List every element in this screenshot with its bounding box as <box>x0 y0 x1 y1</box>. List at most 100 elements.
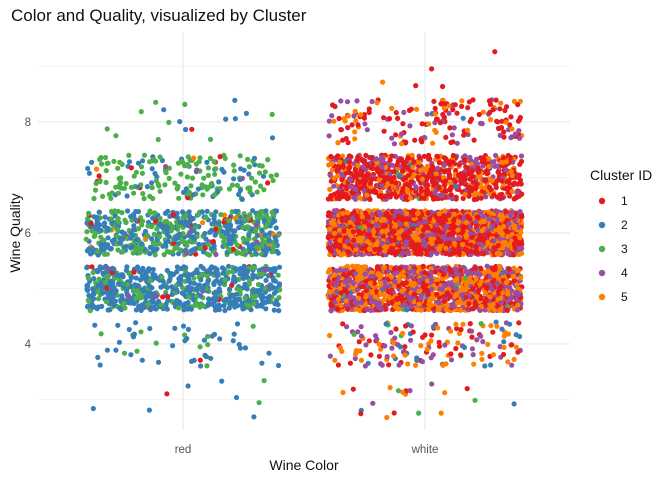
data-point-cluster-2 <box>211 290 217 296</box>
data-point-cluster-2 <box>239 300 245 306</box>
data-point-cluster-2 <box>202 230 208 237</box>
data-point-cluster-3 <box>204 363 210 369</box>
data-point-cluster-3 <box>255 281 262 288</box>
data-point-cluster-5 <box>498 100 504 106</box>
data-point-cluster-2 <box>91 276 97 282</box>
data-point-cluster-3 <box>245 236 251 242</box>
data-point-cluster-2 <box>276 264 283 270</box>
data-point-cluster-5 <box>433 171 439 177</box>
data-point-cluster-5 <box>433 129 439 135</box>
data-point-cluster-1 <box>402 344 408 350</box>
data-point-cluster-3 <box>157 154 163 160</box>
data-point-cluster-1 <box>518 158 525 165</box>
data-point-cluster-2 <box>501 339 507 345</box>
data-point-cluster-2 <box>98 280 104 286</box>
data-point-cluster-1 <box>340 321 346 327</box>
data-point-cluster-5 <box>339 348 345 354</box>
data-point-cluster-2 <box>243 110 249 116</box>
data-point-cluster-3 <box>135 226 141 232</box>
data-point-cluster-2 <box>263 306 269 312</box>
data-point-cluster-2 <box>135 209 142 215</box>
data-point-cluster-2 <box>231 331 237 337</box>
data-point-cluster-4 <box>518 153 525 159</box>
data-point-cluster-3 <box>162 182 168 188</box>
data-point-cluster-2 <box>253 251 259 257</box>
data-point-cluster-2 <box>276 308 282 314</box>
data-point-cluster-2 <box>251 414 257 420</box>
data-point-cluster-1 <box>505 152 511 159</box>
data-point-cluster-3 <box>92 187 99 193</box>
data-point-cluster-1 <box>470 97 476 103</box>
data-point-cluster-2 <box>149 166 155 172</box>
data-point-cluster-1 <box>441 114 447 120</box>
data-point-cluster-2 <box>244 286 250 292</box>
data-point-cluster-4 <box>344 324 350 330</box>
data-point-cluster-1 <box>463 246 469 252</box>
data-point-cluster-4 <box>364 127 370 133</box>
data-point-cluster-3 <box>155 181 161 187</box>
data-point-cluster-1 <box>412 137 418 143</box>
data-point-cluster-2 <box>142 246 148 252</box>
data-point-cluster-2 <box>241 167 247 173</box>
data-point-cluster-2 <box>229 292 236 298</box>
data-point-cluster-2 <box>226 263 232 269</box>
data-point-cluster-3 <box>96 276 102 282</box>
data-point-cluster-3 <box>175 183 181 190</box>
data-point-cluster-1 <box>391 410 397 416</box>
data-point-cluster-5 <box>200 220 206 226</box>
data-point-cluster-3 <box>112 275 118 281</box>
data-point-cluster-5 <box>443 361 449 367</box>
data-point-cluster-1 <box>325 213 331 219</box>
data-point-cluster-2 <box>139 357 145 363</box>
data-point-cluster-1 <box>96 173 102 179</box>
data-point-cluster-4 <box>408 337 414 343</box>
data-point-cluster-1 <box>472 300 478 306</box>
data-point-cluster-3 <box>271 212 277 218</box>
data-point-cluster-1 <box>366 338 372 344</box>
data-point-cluster-3 <box>259 163 265 169</box>
data-point-cluster-2 <box>237 176 243 183</box>
data-point-cluster-2 <box>209 227 215 233</box>
data-point-cluster-4 <box>478 120 484 126</box>
data-point-cluster-2 <box>397 344 403 350</box>
data-point-cluster-2 <box>157 221 163 227</box>
data-point-cluster-2 <box>215 189 221 195</box>
data-point-cluster-2 <box>86 292 92 299</box>
data-point-cluster-1 <box>501 134 507 140</box>
data-point-cluster-3 <box>275 272 281 278</box>
data-point-cluster-4 <box>368 307 374 313</box>
data-point-cluster-3 <box>108 195 114 201</box>
data-point-cluster-1 <box>432 269 438 275</box>
data-point-cluster-1 <box>381 115 387 121</box>
data-point-cluster-3 <box>211 192 217 198</box>
data-point-cluster-1 <box>348 170 354 176</box>
data-point-cluster-5 <box>513 344 520 350</box>
data-point-cluster-3 <box>85 275 91 281</box>
data-point-cluster-3 <box>351 331 357 337</box>
data-point-cluster-3 <box>269 111 275 117</box>
data-point-cluster-2 <box>183 126 189 133</box>
data-point-cluster-5 <box>511 356 517 362</box>
data-point-cluster-3 <box>99 161 105 167</box>
data-point-cluster-2 <box>129 274 135 281</box>
data-point-cluster-3 <box>261 378 267 384</box>
data-point-cluster-2 <box>511 401 517 407</box>
data-point-cluster-2 <box>85 165 91 172</box>
data-point-cluster-3 <box>138 164 145 170</box>
data-point-cluster-1 <box>345 125 351 131</box>
data-point-cluster-1 <box>405 155 411 161</box>
data-point-cluster-3 <box>199 182 205 188</box>
data-point-cluster-2 <box>275 362 282 369</box>
data-point-cluster-3 <box>200 192 206 198</box>
data-point-cluster-3 <box>149 185 155 191</box>
data-point-cluster-1 <box>393 110 399 116</box>
data-point-cluster-3 <box>153 340 159 346</box>
data-point-cluster-5 <box>453 321 459 327</box>
data-point-cluster-3 <box>200 303 206 309</box>
data-point-cluster-3 <box>205 333 211 340</box>
data-point-cluster-1 <box>356 339 362 345</box>
data-point-cluster-1 <box>197 357 203 363</box>
data-point-cluster-5 <box>459 98 465 104</box>
data-point-cluster-5 <box>384 414 390 421</box>
data-point-cluster-1 <box>465 105 471 111</box>
